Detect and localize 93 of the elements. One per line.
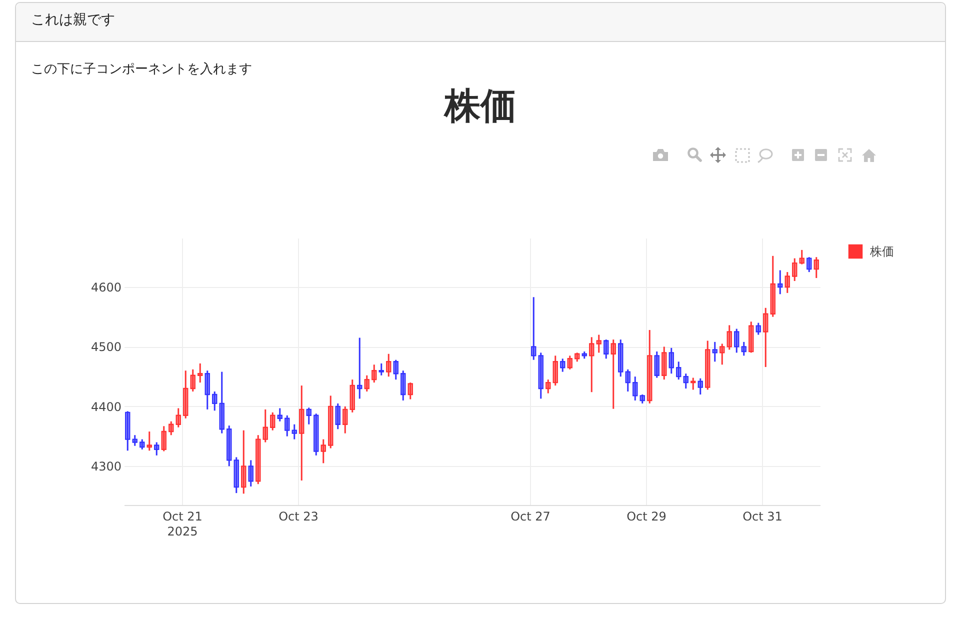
candlestick [632,376,638,402]
candlestick [393,359,398,380]
candlestick [292,424,297,440]
candlestick [668,347,674,374]
candlestick [582,350,587,360]
candlestick [531,296,536,361]
candlestick [378,362,384,376]
candlestick [792,258,798,282]
candlestick [560,358,566,373]
candlestick [408,382,413,400]
candlestick [357,337,362,400]
candlestick [234,456,239,494]
candlestick [778,270,783,295]
candlestick [350,378,355,414]
candlestick [226,424,232,467]
candlestick [364,374,370,392]
candlestick [726,324,732,350]
candlestick [256,434,261,485]
chart-title: 株価 [442,86,518,128]
candlestick [654,350,660,379]
candlestick [219,371,224,434]
candlestick [190,368,196,392]
candlestick [596,334,602,354]
candlestick [183,370,188,420]
candlestick [610,338,616,410]
candlestick [770,255,776,318]
candlestick [756,322,761,336]
candlestick [248,459,254,488]
candlestick [212,390,218,412]
x-tick-label: Oct 23 [278,510,318,524]
candlestick [176,407,181,428]
x-tick-label: Oct 27 [510,510,550,524]
candlestick [618,338,624,378]
candlestick [604,338,609,360]
text: これは親です [31,12,115,28]
candlestick [140,438,145,450]
candlestick [168,420,174,436]
candlestick [270,412,276,432]
candlestick [154,442,160,456]
candlestick [720,342,725,366]
candlestick [690,377,696,390]
candlestick [320,438,326,464]
candlestick [567,354,572,370]
candlestick [262,408,268,444]
x-tick-label: Oct 29 [626,510,666,524]
candlestick [698,378,703,396]
candlestick [314,412,319,456]
x-tick-label: Oct 31 [742,510,782,524]
candlestick [198,362,203,384]
candlestick [705,340,710,390]
y-tick-label: 4400 [90,400,122,414]
candlestick [299,384,304,482]
candlestick [647,329,652,404]
candlestick [538,352,544,400]
candlestick [799,249,804,266]
candlestick [763,307,768,368]
text: この下に子コンポーネントを入れます [31,62,252,78]
candlestick [683,372,688,390]
candlestick [372,364,377,384]
candlestick [306,406,312,426]
candlestick [386,353,392,378]
candlestick [125,410,130,452]
candlestick [335,402,340,430]
candlestick [284,414,290,438]
candlestick [589,336,594,393]
candlestick [662,346,667,380]
y-tick-label: 4300 [90,460,122,474]
y-tick-label: 4600 [90,280,122,294]
candlestick [676,360,682,380]
candlestick [328,394,334,450]
candlestick [640,394,645,404]
candlestick [814,256,819,279]
candlestick [342,406,348,434]
candlestick [546,378,551,394]
candlestick [574,352,580,362]
candlestick [712,341,718,362]
candlestick [748,320,754,354]
candlestick [146,430,152,452]
x-tick-label: Oct 21 2025 [162,510,202,538]
candlestick [241,430,246,494]
candlestick [277,407,282,422]
candlestick [132,434,138,447]
candlestick [625,368,630,392]
candlestick [741,341,746,356]
legend-label: 株価 [869,244,894,258]
candlestick [204,370,210,410]
y-tick-label: 4500 [90,340,122,354]
candlestick [806,256,812,273]
candlestick [400,370,406,402]
candlestick [552,354,558,386]
candlestick [734,328,740,354]
candlestick [784,271,790,294]
candlestick [161,425,166,452]
